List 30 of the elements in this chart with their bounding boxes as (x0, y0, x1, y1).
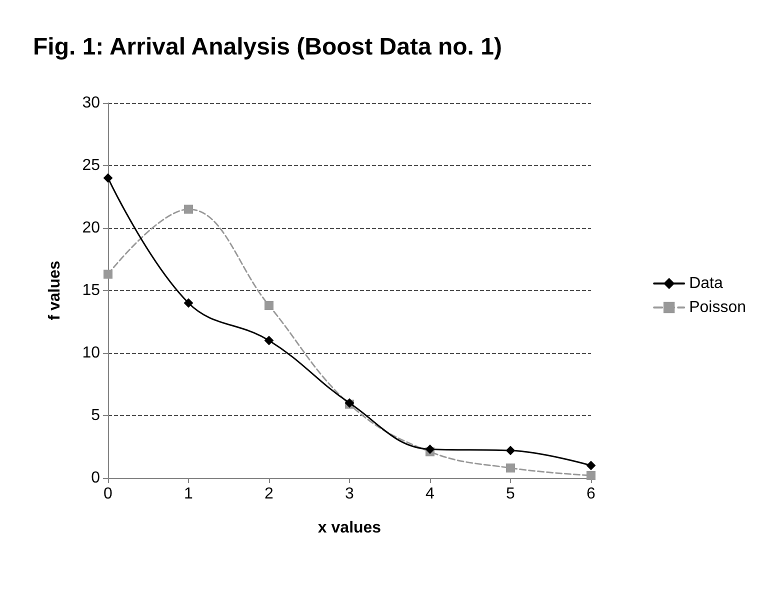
y-tick-label: 25 (82, 157, 100, 174)
x-tick-label: 1 (184, 486, 194, 502)
x-tick-label: 0 (104, 486, 113, 502)
y-tick-label: 30 (82, 94, 100, 112)
x-axis-title: x values (318, 520, 382, 536)
x-tick-label: 4 (426, 486, 435, 502)
point (264, 336, 274, 345)
x-tick-label: 5 (506, 486, 516, 502)
point (184, 204, 193, 214)
legend-label: Data (689, 275, 723, 292)
point (264, 301, 274, 310)
y-tick-label: 0 (91, 470, 100, 486)
point (426, 444, 434, 454)
x-tick-label: 6 (586, 486, 596, 502)
x-tick-label: 2 (264, 486, 274, 502)
point (104, 270, 112, 279)
point (586, 471, 596, 480)
y-tick-label: 15 (82, 282, 100, 299)
chart-title: Fig. 1: Arrival Analysis (Boost Data no. 1) (33, 34, 502, 60)
point (104, 174, 112, 182)
point (586, 461, 596, 470)
y-tick-label: 10 (82, 344, 100, 362)
point (506, 446, 515, 455)
y-tick-label: 20 (82, 220, 100, 236)
x-tick-label: 3 (345, 486, 354, 502)
point (506, 464, 515, 472)
legend-label: Poisson (689, 299, 746, 316)
y-axis-title: f values (46, 260, 64, 320)
y-tick-label: 5 (91, 407, 100, 424)
point (184, 298, 193, 308)
